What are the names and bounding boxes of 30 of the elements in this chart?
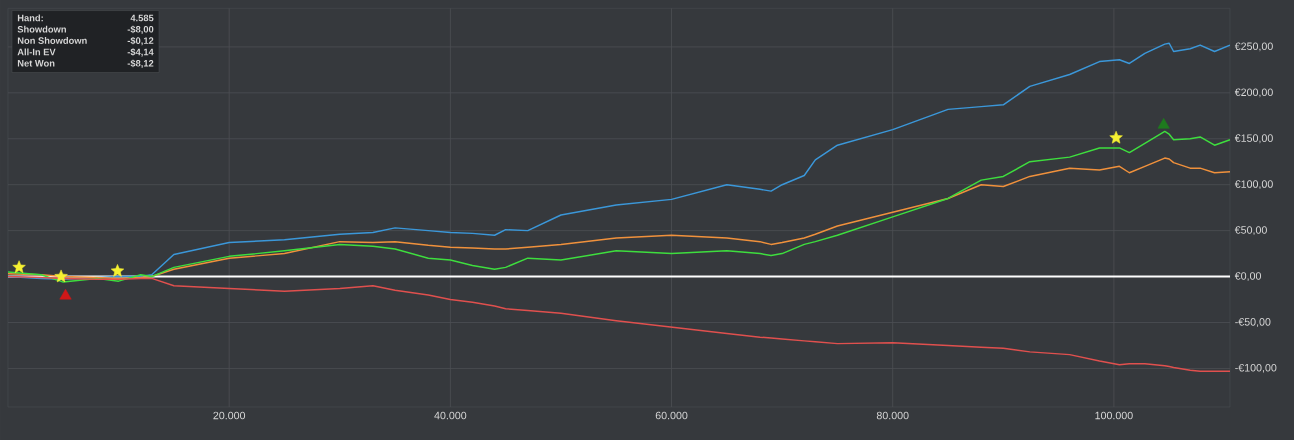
x-tick-label: 60.000 [655,411,688,420]
annotation: -$8,12 [127,59,154,68]
x-tick-label: 20.000 [213,411,246,420]
x-tick-label: 100.000 [1095,411,1133,420]
y-tick-label: €200,00 [1234,88,1273,98]
annotation: Net Won [17,60,55,67]
annotation: All-In EV [17,48,56,56]
x-tick-label: 80.000 [876,411,909,420]
y-tick-label: €150,00 [1234,134,1273,144]
point [59,288,72,300]
annotation: Hand: [17,14,43,22]
point [1109,130,1123,144]
annotation: Showdown [17,25,66,33]
y-tick-label: -€50,00 [1235,318,1271,327]
annotation: Non Showdown [17,37,87,44]
annotation: -$8,00 [127,25,154,34]
y-tick-label: -€100,00 [1235,364,1277,373]
point [12,260,26,274]
annotation: -$4,14 [127,48,154,57]
point [54,269,68,283]
point [1157,118,1170,129]
y-tick-label: €250,00 [1234,42,1273,52]
annotation: 4.585 [130,14,154,22]
annotation: -$0,12 [127,36,154,46]
line-series [8,130,1231,283]
y-tick-label: €100,00 [1234,180,1273,190]
y-tick-label: €0,00 [1234,272,1261,281]
y-tick-label: €50,00 [1234,226,1267,236]
point [110,264,125,277]
x-tick-label: 40.000 [434,411,467,420]
